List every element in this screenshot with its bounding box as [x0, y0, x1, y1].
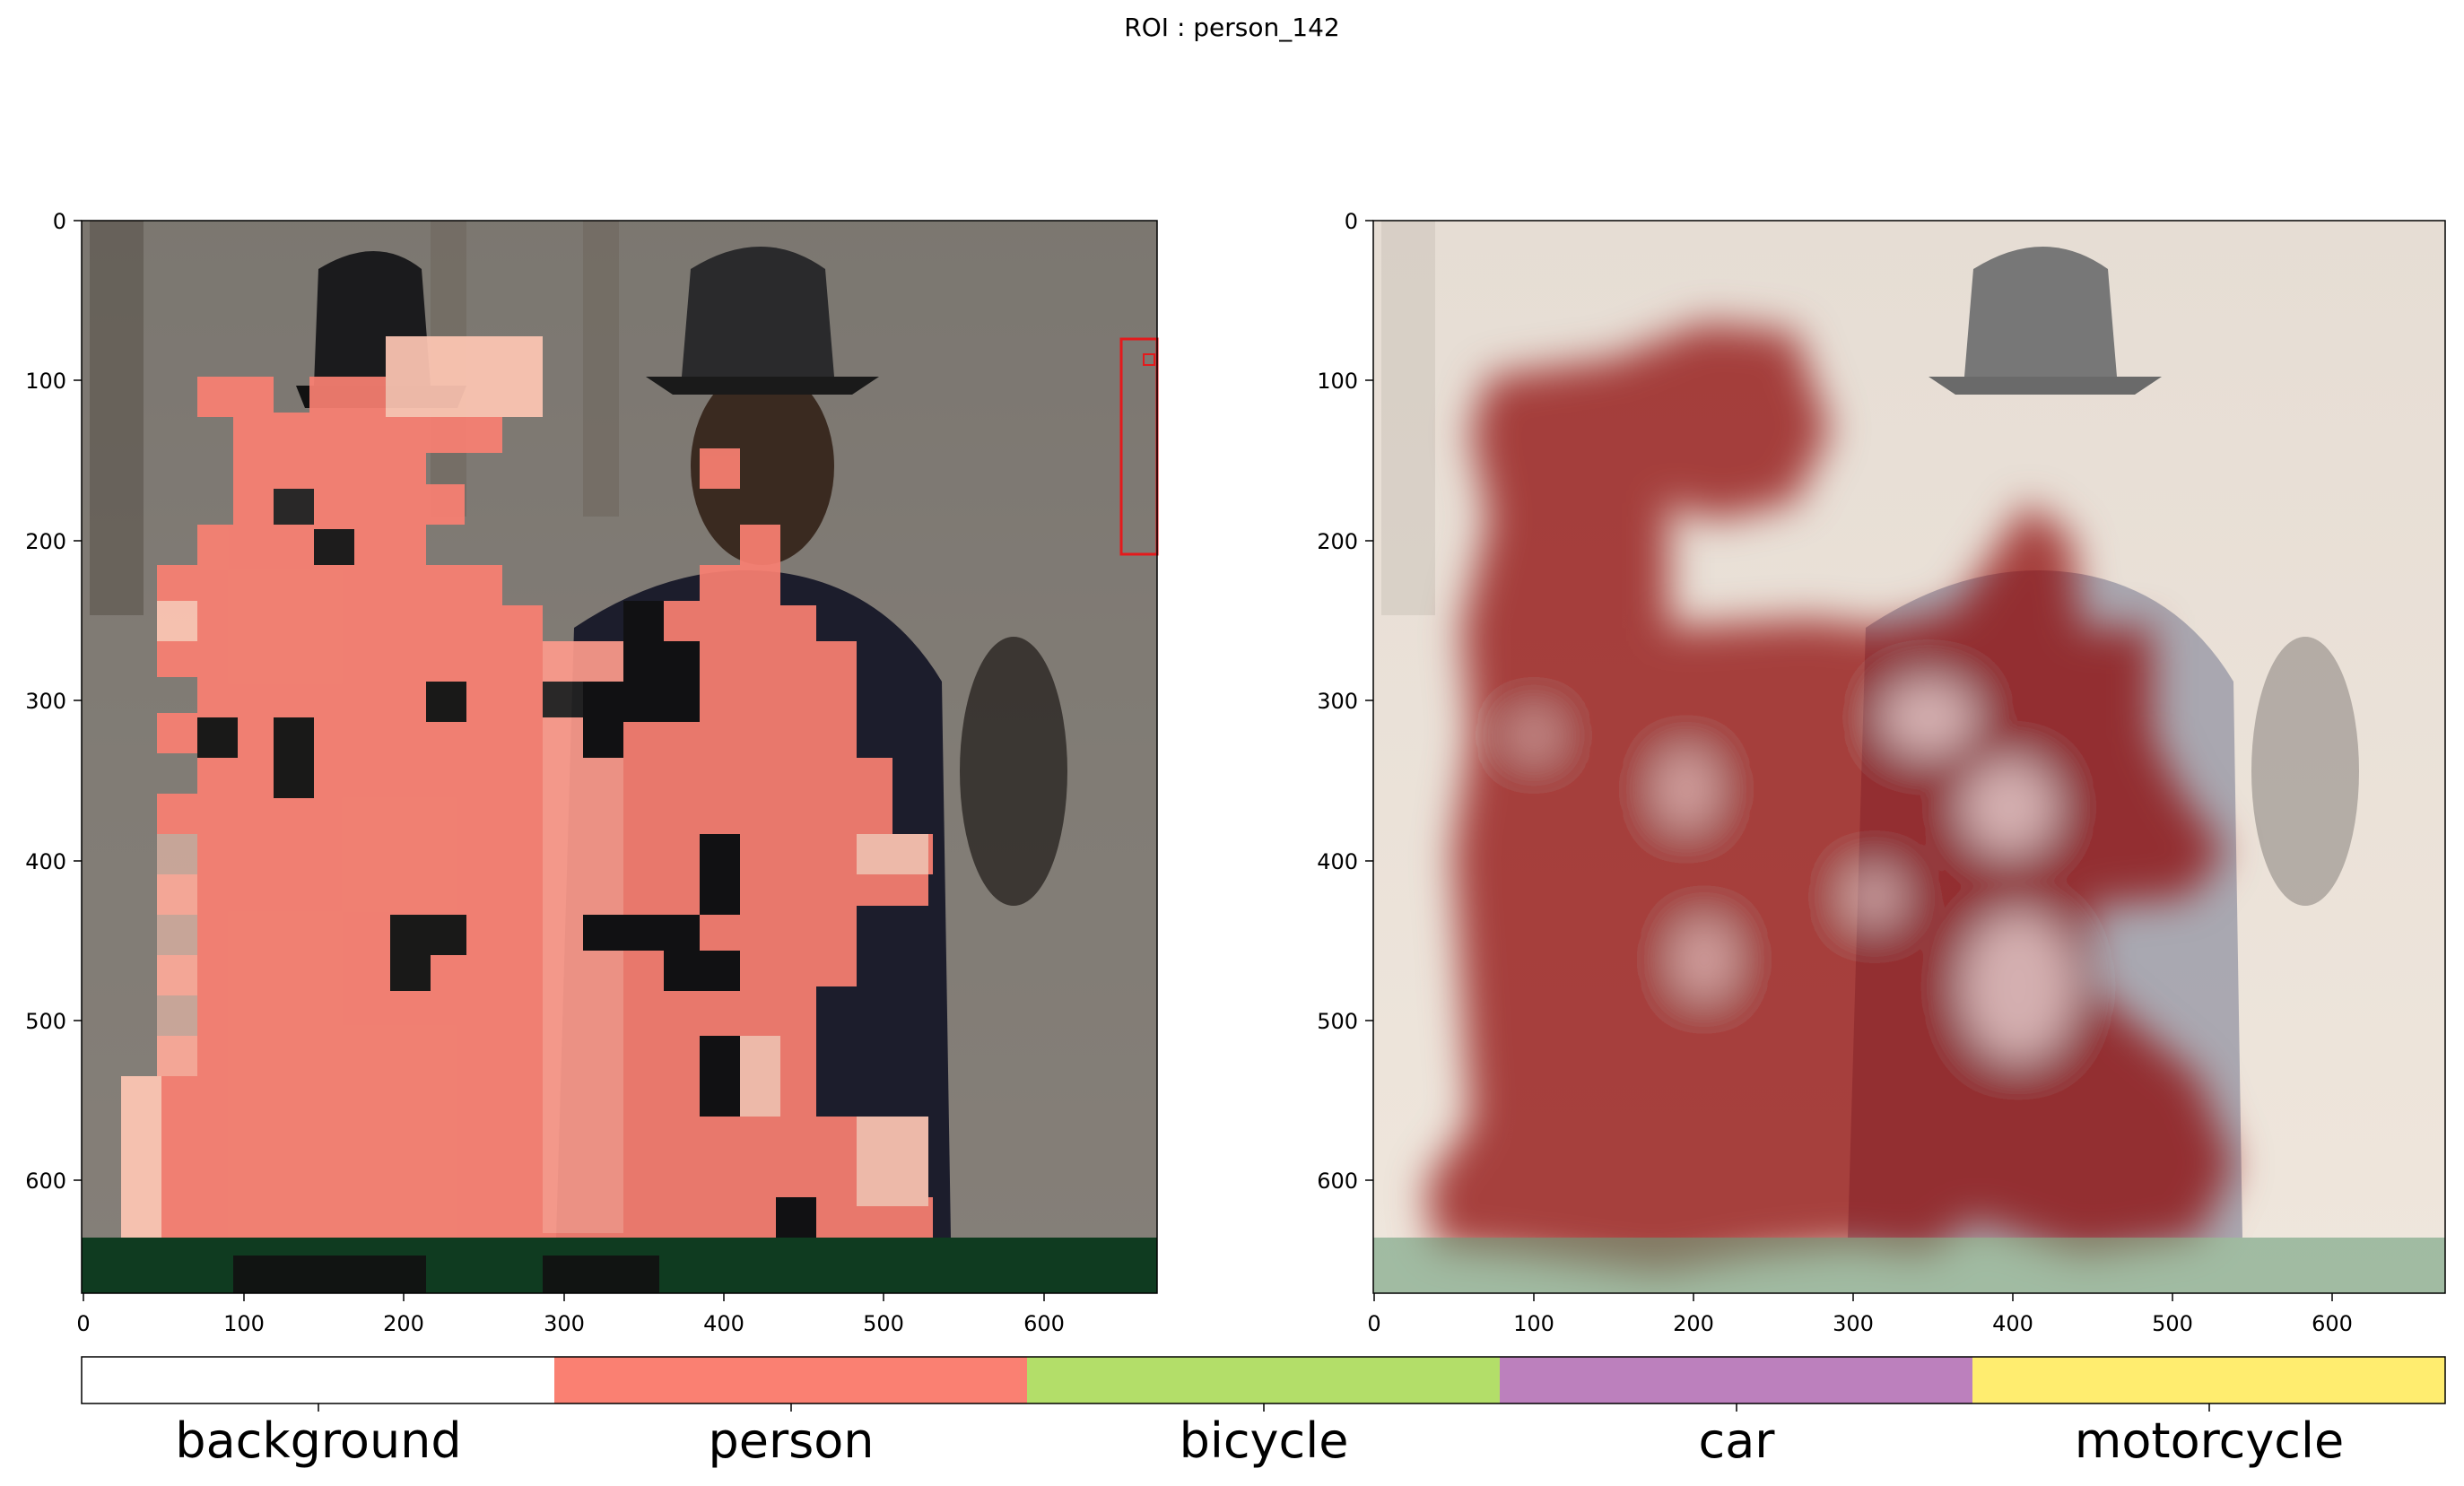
colorbar-swatch-person	[554, 1357, 1027, 1403]
left-xtick-label: 500	[863, 1311, 904, 1336]
right-xtick-label: 300	[1833, 1311, 1874, 1336]
colorbar-label-bicycle: bicycle	[1180, 1412, 1349, 1469]
right-ytick-label: 0	[1345, 209, 1358, 234]
left-xtick-label: 100	[223, 1311, 265, 1336]
left-ytick-label: 300	[25, 689, 66, 714]
colorbar-label-background: background	[175, 1412, 461, 1469]
left-ytick-label: 200	[25, 529, 66, 554]
colorbar-swatch-car	[1500, 1357, 1972, 1403]
right-yaxis: 0 100 200 300 400 500 600	[1317, 209, 1373, 1194]
right-ytick-label: 100	[1317, 369, 1358, 394]
right-ytick-label: 300	[1317, 689, 1358, 714]
left-xaxis: 0 100 200 300 400 500 600	[76, 1293, 1065, 1336]
right-ytick-label: 600	[1317, 1169, 1358, 1194]
left-xtick-label: 600	[1023, 1311, 1065, 1336]
colorbar-swatch-motorcycle	[1972, 1357, 2445, 1403]
right-xtick-label: 600	[2312, 1311, 2353, 1336]
right-ytick-label: 400	[1317, 849, 1358, 874]
right-xtick-label: 100	[1513, 1311, 1554, 1336]
colorbar-swatch-bicycle	[1027, 1357, 1500, 1403]
left-xtick-label: 200	[383, 1311, 424, 1336]
right-image	[1373, 221, 2445, 1293]
right-xtick-label: 500	[2152, 1311, 2193, 1336]
left-ytick-label: 100	[25, 369, 66, 394]
colorbar-label-car: car	[1699, 1412, 1776, 1469]
segmentation-mask	[121, 336, 933, 1293]
roi-marker	[1143, 353, 1155, 366]
left-xtick-label: 300	[544, 1311, 585, 1336]
figure-title: ROI : person_142	[1124, 13, 1340, 42]
left-ytick-label: 400	[25, 849, 66, 874]
colorbar-label-motorcycle: motorcycle	[2075, 1412, 2344, 1469]
right-xtick-label: 400	[1992, 1311, 2033, 1336]
right-ytick-label: 500	[1317, 1009, 1358, 1034]
left-panel: 0 100 200 300 400 500 600 0 100 200 300 …	[25, 209, 1159, 1336]
right-axes-frame	[1372, 220, 2446, 1294]
left-axes-frame	[81, 220, 1158, 1294]
right-xaxis: 0 100 200 300 400 500 600	[1367, 1293, 2353, 1336]
class-colorbar: background person bicycle car motorcycle	[81, 1356, 2446, 1469]
right-panel: 0 100 200 300 400 500 600 0 100 200 300 …	[1317, 209, 2446, 1336]
left-xtick-label: 0	[76, 1311, 90, 1336]
right-ytick-label: 200	[1317, 529, 1358, 554]
left-ytick-label: 500	[25, 1009, 66, 1034]
colorbar-label-person: person	[708, 1412, 874, 1469]
right-xtick-label: 200	[1673, 1311, 1714, 1336]
left-xtick-label: 400	[703, 1311, 744, 1336]
colorbar-swatch-background	[82, 1357, 554, 1403]
left-ytick-label: 600	[25, 1169, 66, 1194]
left-ytick-label: 0	[53, 209, 66, 234]
attention-heatmap	[1426, 323, 2233, 1273]
right-xtick-label: 0	[1367, 1311, 1380, 1336]
left-yaxis: 0 100 200 300 400 500 600	[25, 209, 82, 1194]
